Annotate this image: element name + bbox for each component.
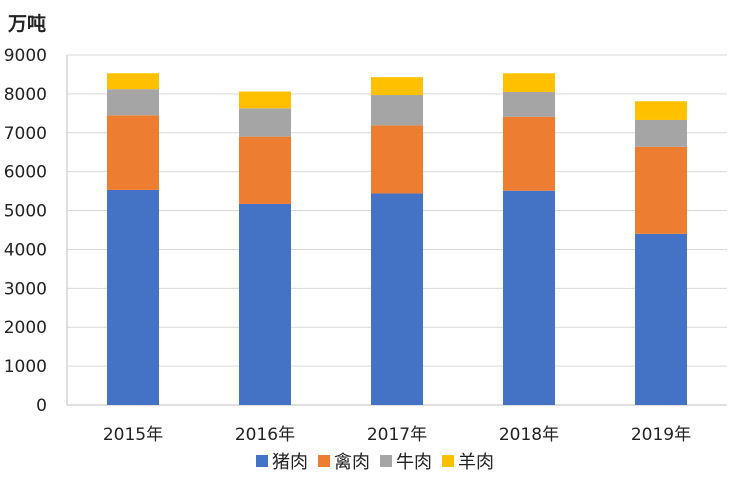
legend-label-mutton: 羊肉 [458,452,494,473]
bar-segment-pork [107,189,159,405]
legend-swatch-poultry [318,455,330,467]
y-tick-label: 6000 [4,163,47,183]
x-tick-label: 2017年 [367,425,427,445]
bar-segment-poultry [503,116,555,191]
bar-segment-beef [239,108,291,137]
bar-segment-beef [635,119,687,147]
legend-item-beef: 牛肉 [380,448,432,474]
legend-label-beef: 牛肉 [396,452,432,473]
y-tick-label: 1000 [4,357,47,377]
bar-segment-beef [371,95,423,126]
bar-segment-beef [107,89,159,116]
x-tick-label: 2019年 [631,425,691,445]
bar-segment-pork [503,190,555,405]
y-tick-label: 9000 [4,46,47,66]
y-tick-label: 3000 [4,279,47,299]
y-axis-unit-label: 万吨 [8,13,47,35]
x-tick-label: 2016年 [235,425,295,445]
bar-segment-mutton [503,73,555,92]
bar-segment-poultry [239,136,291,204]
bar-segment-mutton [107,73,159,90]
legend-item-pork: 猪肉 [256,448,308,474]
y-tick-label: 0 [36,396,47,416]
legend-label-pork: 猪肉 [272,452,308,473]
legend: 猪肉 禽肉 牛肉 羊肉 [0,448,750,474]
x-tick-label: 2015年 [103,425,163,445]
bar-segment-mutton [371,77,423,96]
y-tick-label: 4000 [4,240,47,260]
y-tick-label: 7000 [4,124,47,144]
bar-segment-poultry [635,146,687,234]
legend-label-poultry: 禽肉 [334,452,370,473]
x-tick-label: 2018年 [499,425,559,445]
y-tick-label: 8000 [4,85,47,105]
legend-item-poultry: 禽肉 [318,448,370,474]
y-tick-label: 5000 [4,202,47,222]
legend-item-mutton: 羊肉 [442,448,494,474]
legend-swatch-mutton [442,455,454,467]
legend-swatch-pork [256,455,268,467]
bar-segment-pork [635,233,687,405]
y-tick-label: 2000 [4,318,47,338]
bar-segment-pork [239,203,291,405]
bar-segment-poultry [107,115,159,190]
bar-segment-pork [371,193,423,405]
bar-segment-mutton [239,91,291,109]
legend-swatch-beef [380,455,392,467]
bar-segment-mutton [635,101,687,120]
bar-segment-beef [503,91,555,117]
bar-segment-poultry [371,125,423,194]
